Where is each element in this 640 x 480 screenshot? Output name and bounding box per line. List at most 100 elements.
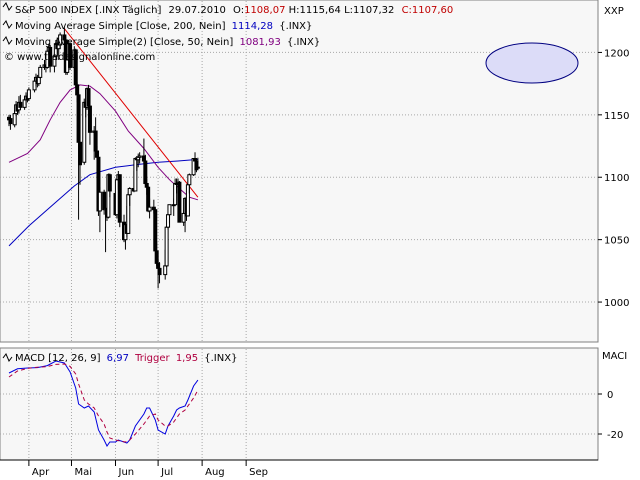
price-indicator-lines [8, 28, 199, 247]
candle [164, 225, 169, 268]
candle-body-down [117, 174, 122, 223]
candle-body-up [167, 204, 172, 216]
candle [18, 94, 23, 109]
open-value: 1108,07 [244, 5, 285, 16]
candle [147, 198, 152, 219]
candle-body-down [78, 141, 82, 166]
candle-body-down [18, 101, 23, 108]
candle [157, 262, 162, 284]
instrument-date: 29.07.2010 [169, 5, 226, 16]
macd-icon [2, 353, 13, 362]
x-tick-label: Jul [160, 467, 173, 478]
low-label: L: [344, 5, 353, 16]
price-axis-title: XXP [604, 6, 624, 17]
macd-tick-label: 0 [607, 390, 613, 401]
sma50-label: Moving Average Simple(2) [Close, 50, Nei… [15, 37, 233, 48]
candle-body-up [147, 206, 152, 212]
candle-body-up [137, 155, 142, 158]
macd-lines [8, 360, 199, 447]
open-label: O: [233, 5, 244, 16]
sma200-line [8, 158, 198, 247]
candle [58, 32, 63, 49]
candle-body-down [195, 166, 200, 169]
series-icon [2, 2, 13, 11]
x-axis: Apr Mai Jun Jul Aug Sep [0, 459, 598, 478]
candle-body-down [87, 105, 92, 133]
sma50-symbol: {.INX} [287, 37, 320, 48]
price-y-axis: 1000 1050 1100 1150 1200 XXP [598, 6, 629, 309]
sma200-icon [2, 20, 13, 29]
candle [8, 114, 13, 130]
price-tick-label: 1000 [604, 298, 629, 309]
candle [127, 187, 132, 206]
candle-body-up [164, 226, 169, 267]
macd-gridlines [0, 393, 598, 435]
candle-body-down [48, 46, 53, 67]
sma50-icon [2, 36, 13, 45]
candle [68, 42, 73, 70]
x-tick-label: Jun [118, 467, 135, 478]
sma200-symbol: {.INX} [279, 21, 312, 32]
candle [38, 64, 43, 79]
sma200-value: 1114,28 [232, 21, 273, 32]
candle-body-up [97, 191, 102, 212]
candle-body-down [8, 118, 13, 125]
candle-body-up [38, 66, 43, 78]
candle [78, 132, 82, 185]
high-label: H: [289, 5, 300, 16]
trigger-line [8, 363, 199, 443]
macd-header: MACD [12, 26, 9] 6,97 Trigger 1,95 {.INX… [2, 353, 237, 364]
candlestick-series [7, 27, 200, 289]
candle [137, 152, 142, 164]
candle [195, 157, 200, 169]
candle-body-down [86, 88, 91, 107]
candle [187, 173, 192, 194]
candle [117, 174, 122, 228]
high-value: 1115,64 [300, 5, 341, 16]
ellipse-annotation[interactable] [485, 42, 579, 84]
price-tick-label: 1100 [604, 173, 629, 184]
candle-body-up [187, 174, 192, 186]
sma200-label: Moving Average Simple [Close, 200, Nein] [15, 21, 226, 32]
macd-x-gridlines [28, 349, 247, 459]
candle-body-down [107, 174, 112, 192]
price-tick-label: 1150 [604, 111, 629, 122]
candle-body-up [58, 34, 63, 46]
x-tick-label: Sep [249, 467, 268, 478]
candle [48, 44, 53, 73]
watermark-text: © www.tradesignalonline.com [4, 52, 155, 63]
low-value: 1107,32 [353, 5, 394, 16]
candle-body-down [157, 267, 162, 276]
close-value: 1107,60 [412, 5, 453, 16]
x-tick-label: Apr [32, 467, 50, 478]
candle [87, 104, 92, 145]
sma200-legend: Moving Average Simple [Close, 200, Nein]… [15, 21, 312, 32]
trigger-value: 1,95 [176, 353, 198, 364]
instrument-line: S&P 500 INDEX [.INX Täglich] 29.07.2010 … [15, 5, 453, 16]
x-tick-label: Mai [74, 467, 92, 478]
macd-legend: MACD [12, 26, 9] 6,97 Trigger 1,95 {.INX… [15, 353, 237, 364]
price-tick-label: 1200 [604, 48, 629, 59]
trendline [64, 28, 199, 198]
sma50-value: 1081,93 [239, 37, 280, 48]
instrument-name: S&P 500 INDEX [.INX Täglich] [15, 5, 161, 16]
sma50-line [8, 84, 199, 201]
macd-plot-area [0, 347, 599, 461]
candle [107, 173, 112, 198]
price-tick-label: 1050 [604, 236, 629, 247]
candle-body-up [26, 89, 31, 100]
macd-axis-title: MACI [602, 351, 627, 362]
close-label: C: [402, 5, 412, 16]
candle-body-up [127, 187, 132, 196]
macd-label: MACD [12, 26, 9] [15, 353, 101, 364]
candle [167, 204, 172, 224]
candle [26, 87, 31, 102]
candle [97, 187, 102, 233]
candle [177, 180, 182, 223]
macd-line [8, 360, 199, 447]
macd-symbol: {.INX} [204, 353, 237, 364]
x-tick-label: Aug [205, 467, 225, 478]
macd-y-axis: 0 -20 MACI [598, 351, 627, 441]
candle-body-down [102, 191, 107, 211]
